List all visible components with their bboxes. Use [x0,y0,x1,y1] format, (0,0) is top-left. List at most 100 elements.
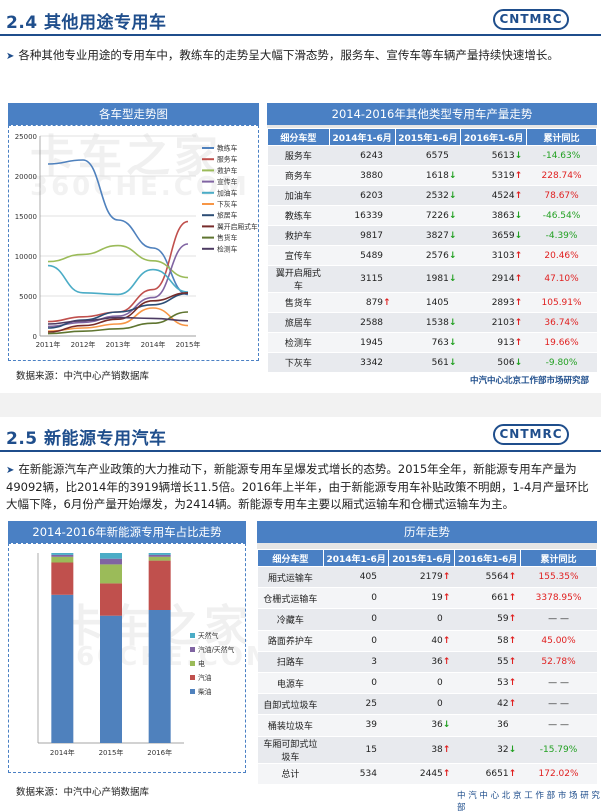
value: 3103 [491,250,515,261]
table-row: 厢式运输车 405 2179↑ 5564↑ 155.35% [257,566,597,589]
value: 15 [365,744,377,755]
column-header: 2015年1-6月 [388,549,456,567]
legend-label: 售货车 [217,233,238,242]
down-arrow-icon: ↓ [448,170,457,181]
value: 39 [365,720,377,731]
value: 3880 [360,170,384,181]
up-arrow-icon: ↑ [514,317,523,328]
value-cell: 19↑ [388,587,455,610]
value: 58 [497,635,509,646]
growth-cell: 36.74% [526,312,597,333]
value-cell: 5613↓ [460,145,527,166]
down-arrow-icon: ↓ [508,744,517,755]
row-label: 加油车 [267,185,330,206]
column-header: 细分车型 [257,549,324,567]
section1-bullet: ➤ 各种其他专业用途的专用车中，教练车的走势呈大幅下滑态势，服务车、宣传车等车辆产… [6,48,559,62]
table2-title: 历年走势 [257,521,597,543]
value-cell: 40↑ [388,630,455,652]
source-note: 数据来源：中汽中心产销数据库 [16,787,150,798]
growth-cell: 105.91% [526,292,597,313]
growth-cell: 172.02% [520,763,597,785]
value: 9817 [360,230,384,241]
table2-spacer [257,543,597,549]
bar-segment-0 [51,594,74,743]
value: 2445 [419,768,443,779]
title-rule [0,450,601,452]
up-arrow-icon: ↑ [442,744,451,755]
growth-cell: 155.35% [520,566,597,589]
down-arrow-icon: ↓ [448,274,457,284]
down-arrow-icon: ↓ [442,720,451,731]
bar-segment-3 [51,554,74,557]
growth-cell: -14.63% [526,145,597,166]
value-cell: 2893↑ [460,292,527,313]
value-cell: 25 [323,693,389,716]
column-header: 细分车型 [267,128,330,146]
table-row: 服务车 6243 6575 5613↓ -14.63% [267,145,597,166]
row-label: 桶装垃圾车 [257,714,324,737]
row-label: 厢式运输车 [257,566,324,589]
value-cell: 0 [388,672,455,695]
row-label: 旅居车 [267,312,330,333]
growth-cell: 45.00% [520,630,597,652]
up-arrow-icon: ↑ [514,170,523,181]
up-arrow-icon: ↑ [514,274,523,284]
bar-segment-0 [148,610,171,743]
value: 661 [491,593,509,604]
value-cell: 0 [323,608,389,631]
up-arrow-icon: ↑ [508,614,517,625]
value: 506 [497,357,515,368]
column-header: 累计同比 [526,128,597,146]
up-arrow-icon: ↑ [508,635,517,646]
row-label: 总计 [257,763,324,785]
value-cell: 4524↑ [460,185,527,206]
value: 3863 [491,210,515,221]
table-row: 教练车 16339 7226↓ 3863↓ -46.54% [267,205,597,226]
value: 1981 [425,274,449,284]
value: 53 [497,678,509,689]
value-cell: 1538↓ [395,312,461,333]
down-arrow-icon: ↓ [514,357,523,368]
growth-cell: -9.80% [526,352,597,373]
value: 55 [497,656,509,667]
down-arrow-icon: ↓ [448,317,457,328]
up-arrow-icon: ↑ [508,572,517,583]
bar-segment-1 [148,560,171,610]
value-cell: 2914↑ [460,265,527,293]
value-cell: 534 [323,763,389,785]
value: 36 [431,656,443,667]
legend-swatch [190,647,195,652]
footer: 中汽中心北京工作部市场研究部 [470,376,590,386]
up-arrow-icon: ↑ [514,250,523,261]
x-tick-label: 2011年 [36,340,61,349]
value-cell: 879↑ [329,292,396,313]
table-row: 路面养护车 0 40↑ 58↑ 45.00% [257,630,597,652]
table-row: 售货车 879↑ 1405 2893↑ 105.91% [267,292,597,313]
value-cell: 0 [323,587,389,610]
value: 6203 [360,190,384,201]
value: 5613 [491,150,515,161]
value-cell: 913↑ [460,332,527,353]
x-tick-label: 2016年 [147,748,172,757]
table-row: 商务车 3880 1618↓ 5319↑ 228.74% [267,165,597,186]
series-line-8 [47,311,189,335]
value-cell: 39 [323,714,389,737]
value: 0 [437,699,443,710]
value-cell: 2588 [329,312,396,333]
down-arrow-icon: ↓ [514,150,523,161]
up-arrow-icon: ↑ [442,593,451,604]
value-cell: 53↑ [454,672,521,695]
table-row: 宣传车 5489 2576↓ 3103↑ 20.46% [267,245,597,266]
up-arrow-icon: ↑ [514,337,523,348]
up-arrow-icon: ↑ [508,656,517,667]
value-cell: 3103↑ [460,245,527,266]
value: 1945 [360,337,384,348]
table-row: 自卸式垃圾车 25 0 42↑ — — [257,693,597,716]
value: 5319 [491,170,515,181]
up-arrow-icon: ↑ [514,297,523,308]
section1-title: 2.4 其他用途专用车 [6,13,167,33]
value-cell: 6203 [329,185,396,206]
table-row: 旅居车 2588 1538↓ 2103↑ 36.74% [267,312,597,333]
table-row: 下灰车 3342 561↓ 506↓ -9.80% [267,352,597,373]
